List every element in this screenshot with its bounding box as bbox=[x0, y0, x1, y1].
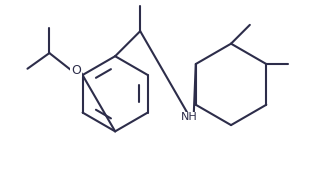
Text: O: O bbox=[71, 64, 81, 77]
Text: NH: NH bbox=[180, 112, 197, 122]
